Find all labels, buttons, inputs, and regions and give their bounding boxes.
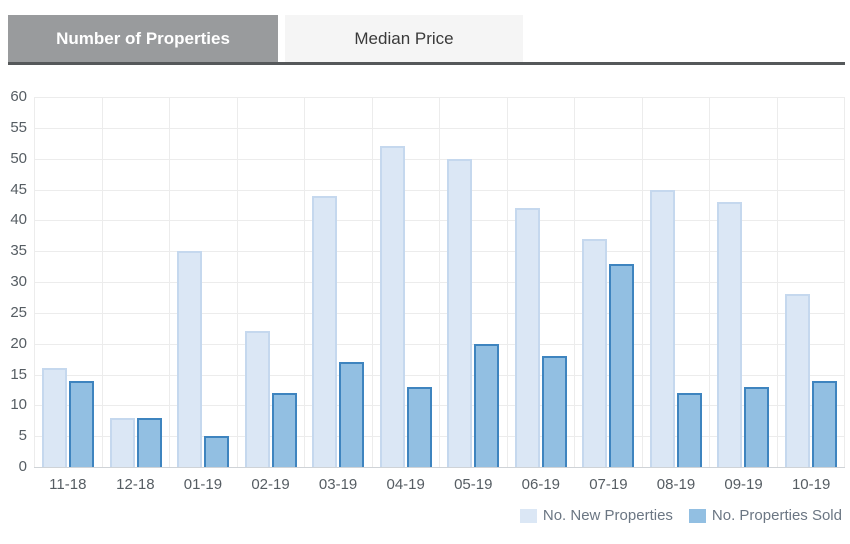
x-tick-label: 01-19 [183, 476, 223, 493]
bars-layer [34, 97, 845, 467]
y-tick-label: 55 [10, 118, 27, 136]
bar-properties-sold[interactable] [676, 393, 702, 467]
bar-new-properties[interactable] [784, 294, 810, 467]
y-tick-label: 50 [10, 149, 27, 167]
y-tick-label: 30 [10, 273, 27, 290]
tab-median-price[interactable]: Median Price [285, 15, 523, 62]
x-tick-label: 10-19 [791, 476, 831, 493]
y-tick-label: 20 [10, 334, 27, 352]
category-column [709, 97, 777, 467]
x-tick-label: 03-19 [318, 476, 358, 493]
x-tick-label: 02-19 [251, 476, 290, 493]
bar-new-properties[interactable] [582, 238, 608, 467]
x-tick-label: 09-19 [724, 476, 763, 493]
legend-swatch-icon [519, 508, 537, 523]
bar-properties-sold[interactable] [136, 417, 162, 467]
bar-new-properties[interactable] [379, 146, 405, 467]
bar-properties-sold[interactable] [339, 362, 365, 467]
y-tick-label: 15 [10, 365, 27, 383]
bar-new-properties[interactable] [514, 208, 540, 467]
category-column [506, 97, 575, 467]
bar-properties-sold[interactable] [811, 380, 837, 467]
bar-properties-sold[interactable] [474, 343, 500, 467]
x-tick-label: 05-19 [454, 476, 493, 493]
x-axis: 11-18 12-18 01-19 02-19 03-19 04-19 05-19 06-19… [34, 476, 845, 493]
bar-new-properties[interactable] [109, 417, 135, 467]
bar-new-properties[interactable] [177, 251, 203, 467]
category-column [371, 97, 440, 467]
y-tick-label: 35 [10, 242, 27, 260]
bar-new-properties[interactable] [447, 158, 473, 467]
x-tick-label: 07-19 [589, 476, 628, 493]
legend-item[interactable]: No. Properties Sold [688, 507, 842, 524]
bar-new-properties[interactable] [42, 368, 68, 467]
legend-label: No. Properties Sold [711, 507, 842, 524]
bar-new-properties[interactable] [649, 189, 675, 467]
category-column [574, 97, 642, 467]
y-tick-label: 10 [10, 396, 27, 414]
x-tick-label: 06-19 [521, 476, 561, 493]
category-column [304, 97, 372, 467]
y-tick-label: 40 [10, 211, 27, 229]
category-column [34, 97, 102, 467]
x-tick-label: 12-18 [116, 476, 155, 493]
h-gridline [34, 467, 845, 468]
y-tick-label: 60 [10, 88, 27, 105]
bar-new-properties[interactable] [312, 195, 338, 467]
y-tick-label: 5 [18, 427, 27, 445]
bar-properties-sold[interactable] [406, 386, 432, 467]
legend-item[interactable]: No. New Properties [519, 507, 673, 524]
tab-bar: Number of Properties Median Price [8, 15, 845, 65]
bar-chart: 0 5 10 15 20 25 30 35 40 45 50 55 60 11-18 12-18 01-19… [0, 88, 850, 524]
category-column [101, 97, 170, 467]
category-column [169, 97, 237, 467]
bar-new-properties[interactable] [244, 331, 270, 467]
bar-properties-sold[interactable] [204, 436, 230, 467]
x-tick-label: 08-19 [656, 476, 696, 493]
y-tick-label: 25 [10, 303, 27, 321]
bar-properties-sold[interactable] [541, 356, 567, 467]
y-tick-label: 45 [10, 180, 27, 198]
x-tick-label: 04-19 [386, 476, 425, 493]
bar-properties-sold[interactable] [609, 263, 635, 467]
bar-new-properties[interactable] [717, 201, 743, 467]
legend-label: No. New Properties [542, 507, 673, 524]
bar-properties-sold[interactable] [744, 386, 770, 467]
category-column [776, 97, 845, 467]
category-column [236, 97, 305, 467]
bar-properties-sold[interactable] [69, 380, 95, 467]
legend: No. New Properties No. Properties Sold [0, 507, 842, 524]
bar-properties-sold[interactable] [271, 393, 297, 467]
category-column [641, 97, 710, 467]
legend-swatch-icon [688, 508, 706, 523]
x-tick-label: 11-18 [49, 476, 87, 493]
tab-number-of-properties[interactable]: Number of Properties [8, 15, 278, 62]
category-column [439, 97, 507, 467]
plot-area: 0 5 10 15 20 25 30 35 40 45 50 55 60 [10, 88, 845, 475]
y-tick-label: 0 [18, 458, 27, 475]
